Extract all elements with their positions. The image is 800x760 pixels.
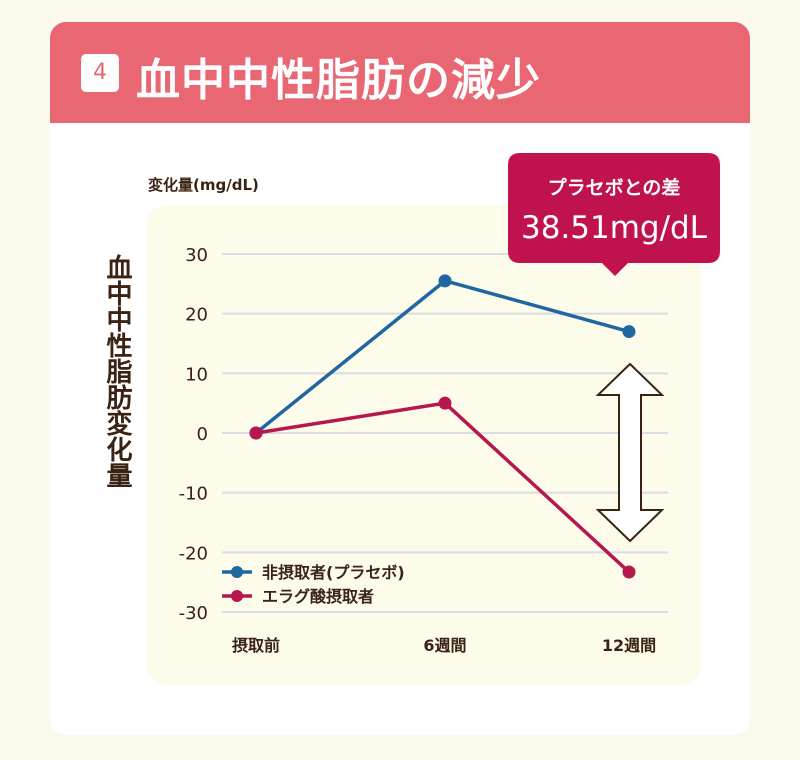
y-tick-label: 10 — [185, 364, 208, 385]
callout-value: 38.51mg/dL — [521, 210, 708, 246]
y-tick-label: 20 — [185, 305, 208, 326]
legend-marker — [231, 590, 243, 602]
y-tick-label: 30 — [185, 245, 208, 266]
difference-arrow-icon — [595, 362, 665, 543]
page-title: 血中中性脂肪の減少 — [136, 55, 541, 106]
plot-panel — [147, 205, 700, 685]
x-tick-label: 摂取前 — [232, 636, 280, 655]
section-number: 4 — [81, 54, 119, 92]
data-point — [438, 396, 452, 410]
difference-callout — [508, 153, 720, 276]
legend-label: エラグ酸摂取者 — [262, 587, 374, 606]
data-point — [438, 274, 452, 288]
x-tick-label: 12週間 — [602, 636, 656, 655]
legend-marker — [231, 566, 243, 578]
x-tick-label: 6週間 — [423, 636, 466, 655]
legend-label: 非摂取者(プラセボ) — [262, 563, 405, 582]
y-tick-label: -20 — [179, 543, 208, 564]
y-axis-label: 血中中性脂肪変化量 — [102, 254, 132, 488]
header-bar: 4 血中中性脂肪の減少 — [50, 22, 750, 123]
data-point — [622, 325, 636, 339]
y-tick-label: 0 — [197, 424, 208, 445]
unit-label: 変化量(mg/dL) — [148, 176, 259, 194]
y-tick-label: -10 — [179, 484, 208, 505]
callout-title: プラセボとの差 — [548, 176, 681, 199]
data-point — [622, 565, 636, 579]
y-tick-label: -30 — [179, 603, 208, 624]
data-point — [249, 426, 263, 440]
